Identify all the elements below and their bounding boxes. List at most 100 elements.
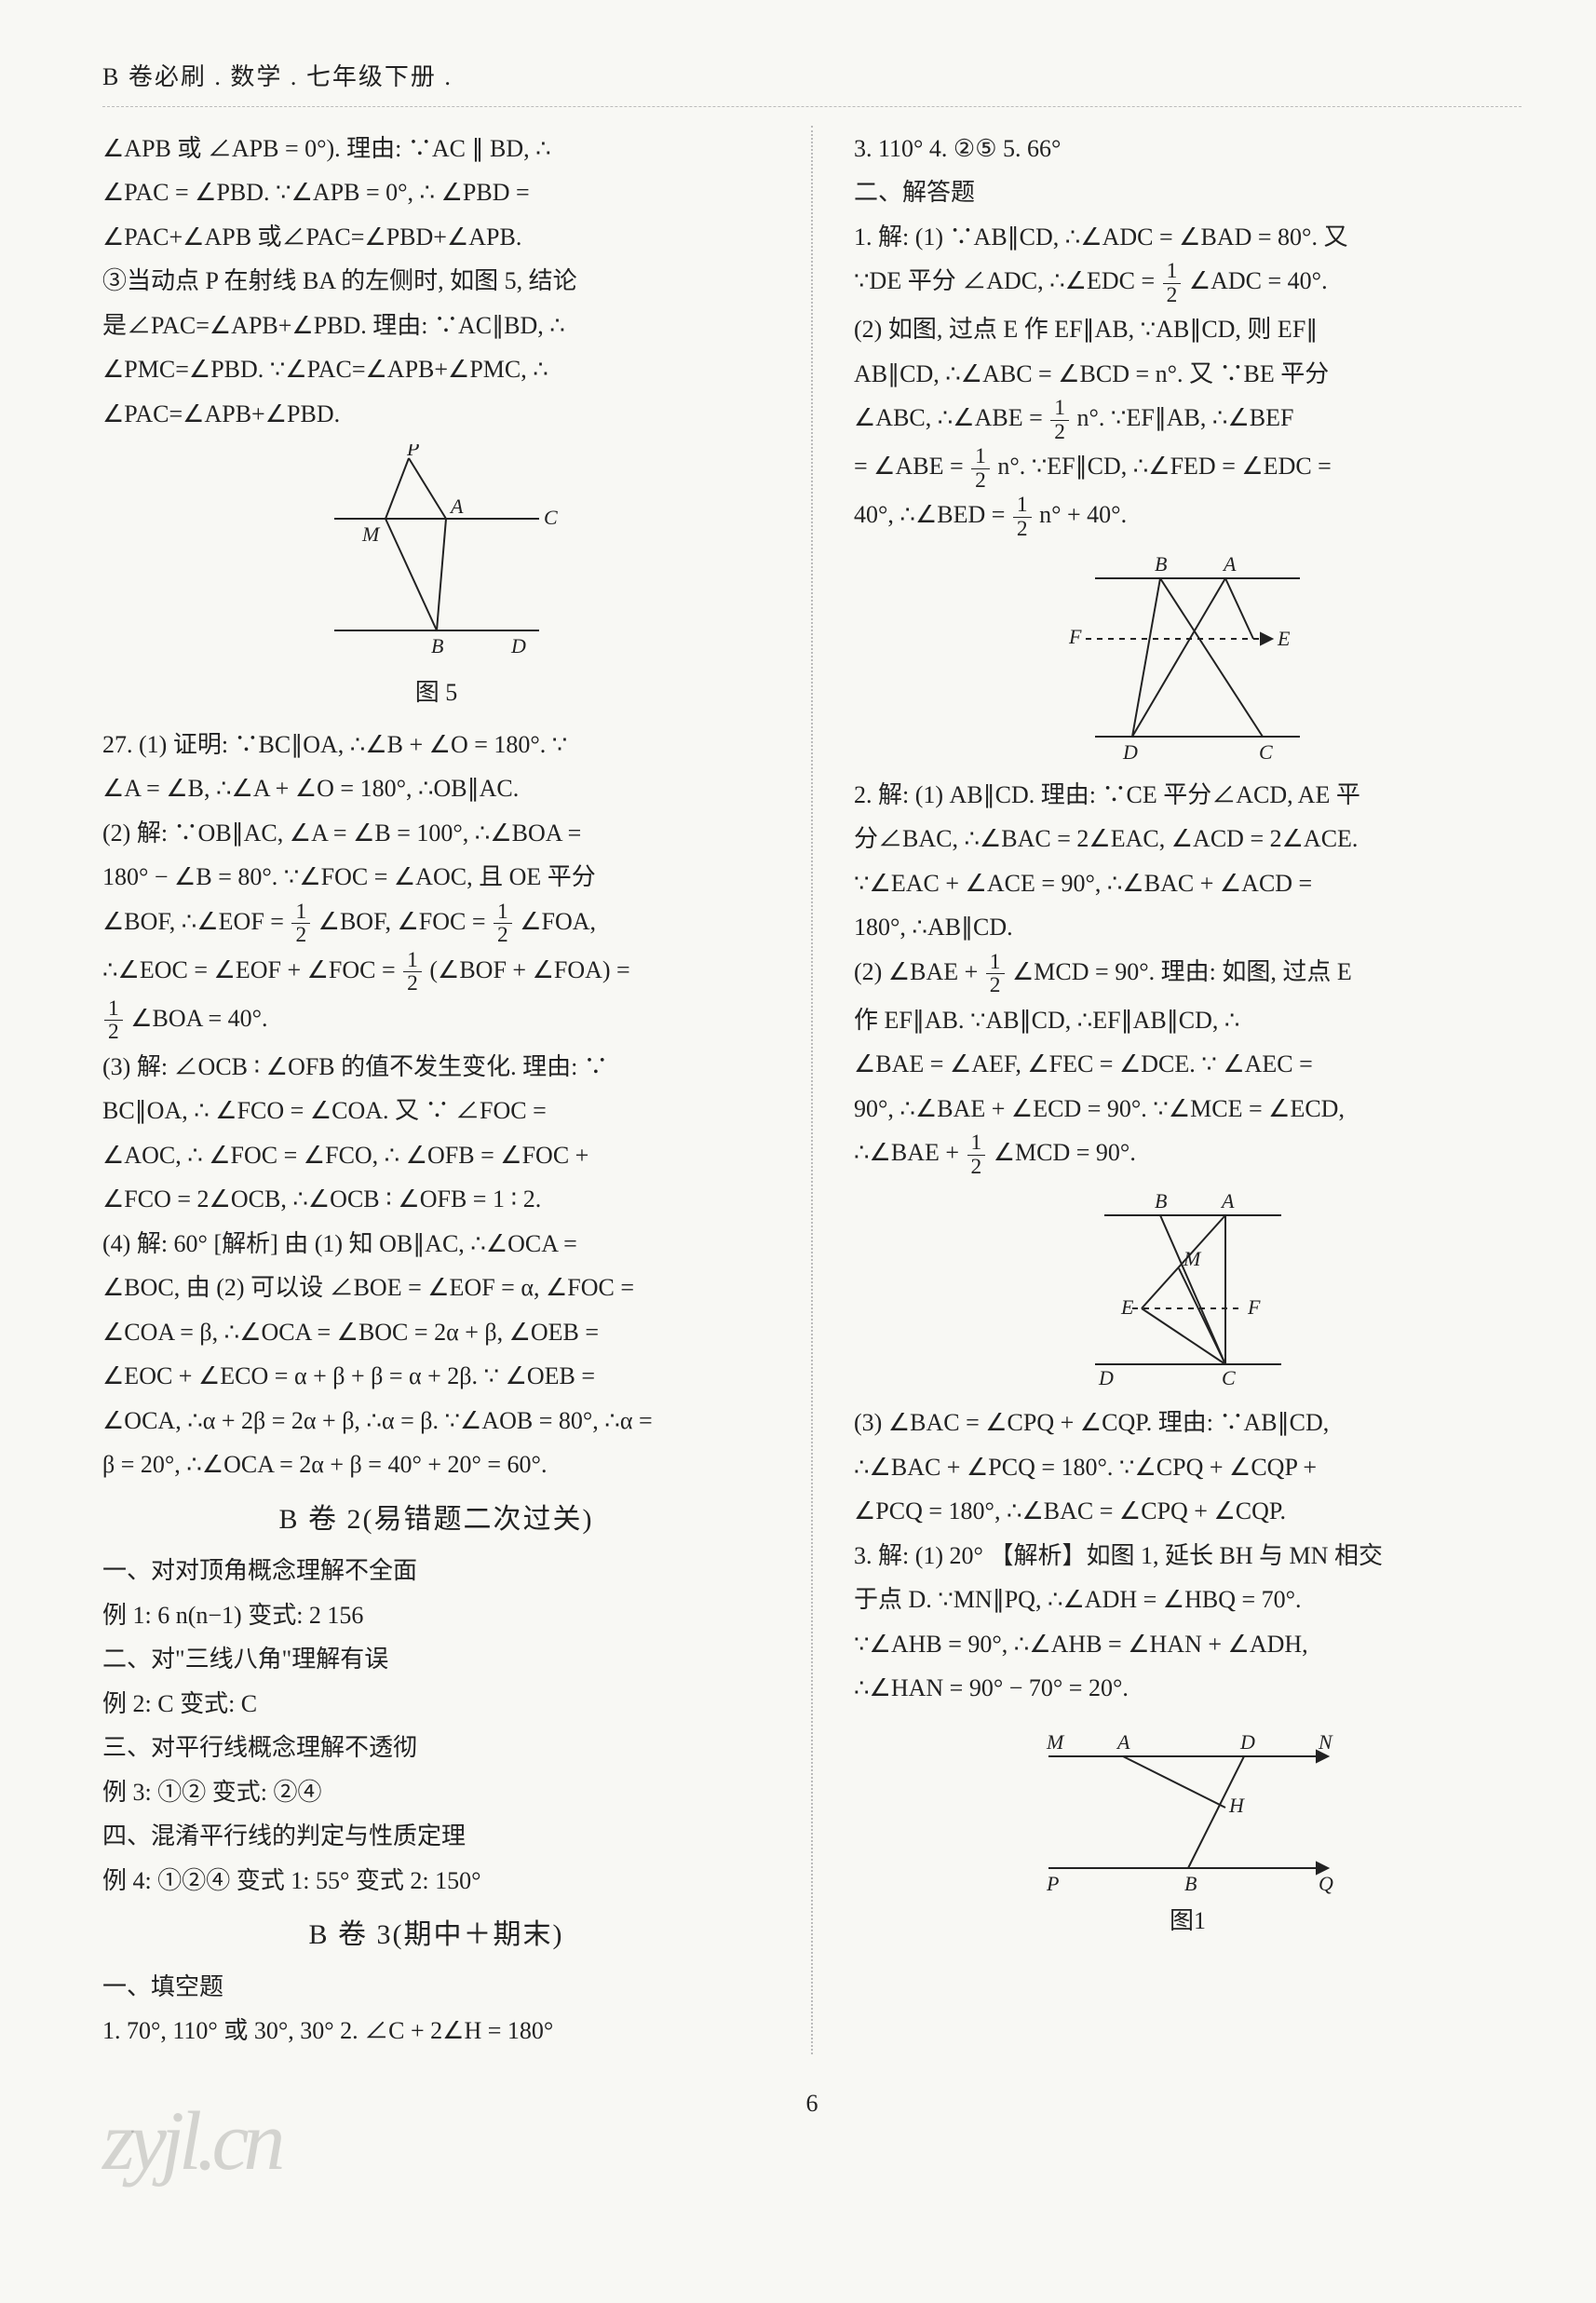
svg-text:B: B [1184, 1872, 1197, 1895]
svg-text:M: M [1183, 1247, 1202, 1270]
text-line: (3) 解: ∠OCB ∶ ∠OFB 的值不发生变化. 理由: ∵ [102, 1046, 770, 1089]
svg-text:E: E [1277, 627, 1291, 650]
left-column: ∠APB 或 ∠APB = 0°). 理由: ∵AC ∥ BD, ∴ ∠PAC … [102, 126, 770, 2054]
text-line: (2) 如图, 过点 E 作 EF∥AB, ∵AB∥CD, 则 EF∥ [854, 308, 1522, 351]
b2-section: 一、对对顶角概念理解不全面 [102, 1550, 770, 1592]
fig5-label-P: P [406, 444, 419, 460]
text-line: 例 1: 6 n(n−1) 变式: 2 156 [102, 1594, 770, 1637]
two-column-layout: ∠APB 或 ∠APB = 0°). 理由: ∵AC ∥ BD, ∴ ∠PAC … [102, 126, 1522, 2054]
svg-text:D: D [1122, 740, 1138, 764]
text-line: 分∠BAC, ∴∠BAC = 2∠EAC, ∠ACD = 2∠ACE. [854, 818, 1522, 860]
text-line: ∴∠BAC + ∠PCQ = 180°. ∵∠CPQ + ∠CQP + [854, 1446, 1522, 1489]
text-line: 作 EF∥AB. ∵AB∥CD, ∴EF∥AB∥CD, ∴ [854, 999, 1522, 1042]
b2-section: 三、对平行线概念理解不透彻 [102, 1727, 770, 1769]
svg-text:B: B [1155, 552, 1167, 576]
text-line: ∠PAC+∠APB 或∠PAC=∠PBD+∠APB. [102, 216, 770, 259]
text-line: (2) ∠BAE + 12 ∠MCD = 90°. 理由: 如图, 过点 E [854, 951, 1522, 997]
text-line: ∵DE 平分 ∠ADC, ∴∠EDC = 12 ∠ADC = 40°. [854, 260, 1522, 306]
text-line: (2) 解: ∵OB∥AC, ∠A = ∠B = 100°, ∴∠BOA = [102, 812, 770, 855]
svg-text:C: C [1222, 1366, 1236, 1389]
text-line: (3) ∠BAC = ∠CPQ + ∠CQP. 理由: ∵AB∥CD, [854, 1402, 1522, 1444]
text-line: ∠ABC, ∴∠ABE = 12 n°. ∵EF∥AB, ∴∠BEF [854, 397, 1522, 443]
text-line: 二、解答题 [854, 171, 1522, 214]
text-line: ∠APB 或 ∠APB = 0°). 理由: ∵AC ∥ BD, ∴ [102, 128, 770, 170]
text-line: ∠OCA, ∴α + 2β = 2α + β, ∴α = β. ∵∠AOB = … [102, 1400, 770, 1443]
text-line: = ∠ABE = 12 n°. ∵EF∥CD, ∴∠FED = ∠EDC = [854, 445, 1522, 492]
figure-5-caption: 图 5 [102, 671, 770, 714]
text-line: ∵∠AHB = 90°, ∴∠AHB = ∠HAN + ∠ADH, [854, 1623, 1522, 1666]
svg-text:D: D [1239, 1730, 1255, 1754]
b3-section: 一、填空题 [102, 1966, 770, 2009]
text-line: 是∠PAC=∠APB+∠PBD. 理由: ∵AC∥BD, ∴ [102, 305, 770, 347]
text-line: 90°, ∴∠BAE + ∠ECD = 90°. ∵∠MCE = ∠ECD, [854, 1088, 1522, 1131]
text-line: ∠PAC = ∠PBD. ∵∠APB = 0°, ∴ ∠PBD = [102, 171, 770, 214]
text-line: 2. 解: (1) AB∥CD. 理由: ∵CE 平分∠ACD, AE 平 [854, 774, 1522, 817]
text-line: BC∥OA, ∴ ∠FCO = ∠COA. 又 ∵ ∠FOC = [102, 1090, 770, 1132]
b2-section: 二、对"三线八角"理解有误 [102, 1638, 770, 1681]
figure-1-caption: 图1 [854, 1900, 1522, 1943]
figure-b: B A M E F D C [854, 1187, 1522, 1392]
column-divider [811, 126, 813, 2054]
svg-text:N: N [1318, 1730, 1333, 1754]
text-line: 1. 解: (1) ∵AB∥CD, ∴∠ADC = ∠BAD = 80°. 又 [854, 216, 1522, 259]
text-line: 3. 110° 4. ②⑤ 5. 66° [854, 128, 1522, 170]
b3-title: B 卷 3(期中＋期末) [102, 1911, 770, 1960]
figure-1: M A D N H P B Q 图1 [854, 1719, 1522, 1943]
text-line: 例 3: ①② 变式: ②④ [102, 1771, 770, 1814]
text-line: 40°, ∴∠BED = 12 n° + 40°. [854, 494, 1522, 540]
text-line: ∴∠HAN = 90° − 70° = 20°. [854, 1667, 1522, 1710]
svg-text:P: P [1046, 1872, 1059, 1895]
page-number: 6 [102, 2082, 1522, 2125]
fig5-label-D: D [510, 634, 526, 657]
svg-text:M: M [1046, 1730, 1065, 1754]
svg-text:E: E [1120, 1295, 1134, 1319]
text-line: ∠FCO = 2∠OCB, ∴∠OCB ∶ ∠OFB = 1 ∶ 2. [102, 1178, 770, 1221]
svg-text:D: D [1098, 1366, 1114, 1389]
text-line: ∠BOC, 由 (2) 可以设 ∠BOE = ∠EOF = α, ∠FOC = [102, 1267, 770, 1309]
text-line: ∠EOC + ∠ECO = α + β + β = α + 2β. ∵ ∠OEB… [102, 1355, 770, 1398]
text-line: ∠PCQ = 180°, ∴∠BAC = ∠CPQ + ∠CQP. [854, 1490, 1522, 1533]
text-line: ∵∠EAC + ∠ACE = 90°, ∴∠BAC + ∠ACD = [854, 862, 1522, 905]
b2-title: B 卷 2(易错题二次过关) [102, 1496, 770, 1545]
text-line: ∠AOC, ∴ ∠FOC = ∠FCO, ∴ ∠OFB = ∠FOC + [102, 1134, 770, 1177]
text-line: 1. 70°, 110° 或 30°, 30° 2. ∠C + 2∠H = 18… [102, 2010, 770, 2052]
text-line: 于点 D. ∵MN∥PQ, ∴∠ADH = ∠HBQ = 70°. [854, 1578, 1522, 1621]
svg-text:F: F [1247, 1295, 1261, 1319]
svg-text:B: B [1155, 1189, 1167, 1212]
text-line: 3. 解: (1) 20° 【解析】如图 1, 延长 BH 与 MN 相交 [854, 1535, 1522, 1578]
text-line: ∠COA = β, ∴∠OCA = ∠BOC = 2α + β, ∠OEB = [102, 1311, 770, 1354]
fig5-label-M: M [361, 522, 381, 546]
svg-text:A: A [1220, 1189, 1235, 1212]
text-line: ∠PAC=∠APB+∠PBD. [102, 393, 770, 436]
text-line: ∴∠EOC = ∠EOF + ∠FOC = 12 (∠BOF + ∠FOA) = [102, 949, 770, 996]
svg-text:A: A [1222, 552, 1237, 576]
text-line: ∠PMC=∠PBD. ∵∠PAC=∠APB+∠PMC, ∴ [102, 348, 770, 391]
svg-text:F: F [1068, 625, 1082, 648]
text-line: β = 20°, ∴∠OCA = 2α + β = 40° + 20° = 60… [102, 1443, 770, 1486]
text-line: ∠BOF, ∴∠EOF = 12 ∠BOF, ∠FOC = 12 ∠FOA, [102, 901, 770, 947]
b2-section: 四、混淆平行线的判定与性质定理 [102, 1815, 770, 1858]
fig5-label-A: A [449, 494, 464, 518]
text-line: AB∥CD, ∴∠ABC = ∠BCD = n°. 又 ∵BE 平分 [854, 353, 1522, 396]
right-column: 3. 110° 4. ②⑤ 5. 66° 二、解答题 1. 解: (1) ∵AB… [854, 126, 1522, 2054]
figure-a: B A F E D C [854, 550, 1522, 765]
fig5-label-C: C [544, 506, 558, 529]
text-line: 12 ∠BOA = 40°. [102, 997, 770, 1044]
figure-5: P A C M B D 图 5 [102, 444, 770, 714]
svg-text:A: A [1116, 1730, 1130, 1754]
text-line: 例 2: C 变式: C [102, 1683, 770, 1726]
text-line: ∠BAE = ∠AEF, ∠FEC = ∠DCE. ∵ ∠AEC = [854, 1043, 1522, 1086]
text-line: 180°, ∴AB∥CD. [854, 906, 1522, 949]
svg-text:C: C [1259, 740, 1273, 764]
text-line: (4) 解: 60° [解析] 由 (1) 知 OB∥AC, ∴∠OCA = [102, 1223, 770, 1266]
text-line: ③当动点 P 在射线 BA 的左侧时, 如图 5, 结论 [102, 260, 770, 303]
text-line: 27. (1) 证明: ∵BC∥OA, ∴∠B + ∠O = 180°. ∵ [102, 724, 770, 766]
text-line: 例 4: ①②④ 变式 1: 55° 变式 2: 150° [102, 1860, 770, 1903]
svg-text:H: H [1228, 1794, 1245, 1817]
fig5-label-B: B [431, 634, 443, 657]
page-header: B 卷必刷 . 数学 . 七年级下册 . [102, 56, 1522, 107]
svg-text:Q: Q [1319, 1872, 1333, 1895]
text-line: 180° − ∠B = 80°. ∵∠FOC = ∠AOC, 且 OE 平分 [102, 856, 770, 899]
text-line: ∠A = ∠B, ∴∠A + ∠O = 180°, ∴OB∥AC. [102, 767, 770, 810]
text-line: ∴∠BAE + 12 ∠MCD = 90°. [854, 1131, 1522, 1178]
